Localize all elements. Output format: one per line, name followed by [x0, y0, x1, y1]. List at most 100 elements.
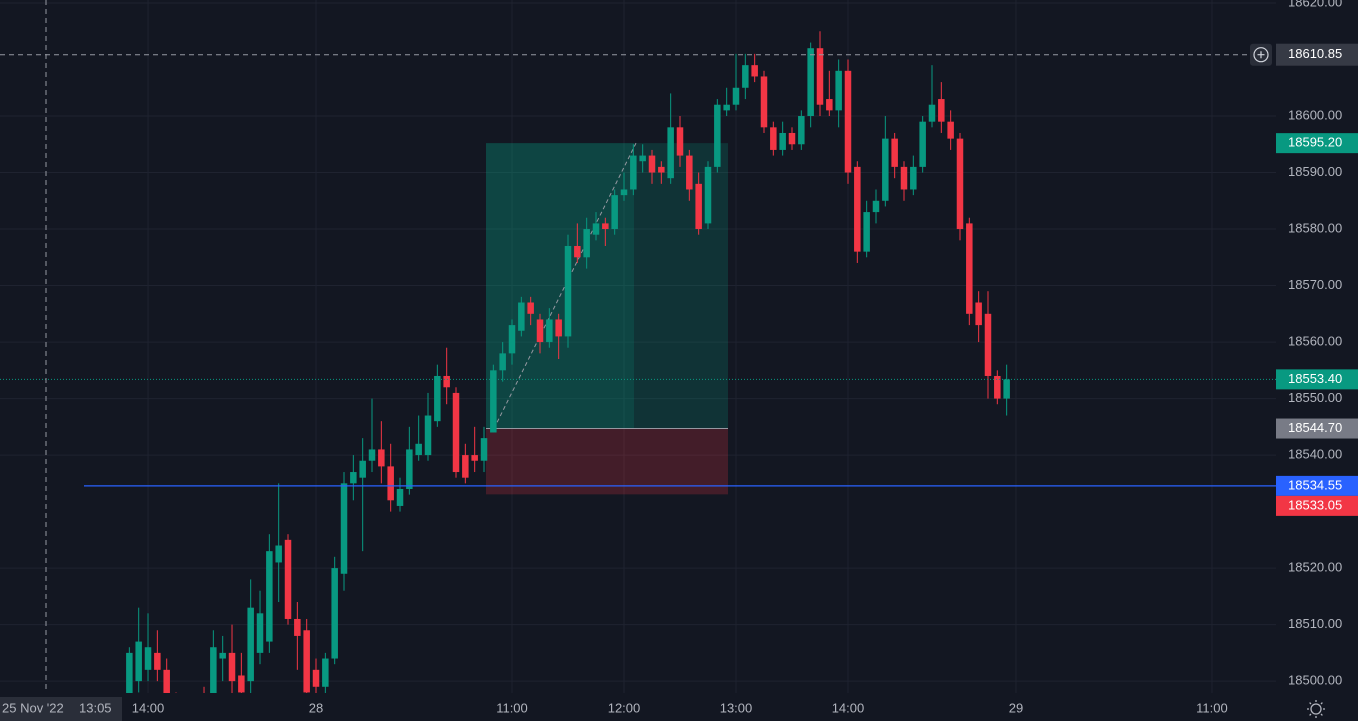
candle-body: [331, 568, 338, 659]
crosshair-time-box: [0, 697, 122, 721]
x-tick-label: 29: [1009, 700, 1023, 715]
candle-body: [126, 652, 133, 693]
candle-body: [956, 138, 964, 230]
candle-body: [695, 183, 702, 230]
price-label-box: [1276, 369, 1358, 390]
profit-zone: [486, 143, 728, 429]
y-tick-label: 18540.00: [1288, 447, 1342, 462]
candle-body: [900, 166, 908, 190]
candle-body: [770, 127, 777, 150]
candle-body: [564, 245, 572, 337]
profit-zone-filled: [486, 143, 634, 429]
candle-body: [863, 212, 870, 252]
candle-body: [648, 155, 656, 173]
button-circle: [1253, 47, 1269, 63]
candle-body: [266, 551, 273, 642]
candle-body: [527, 302, 534, 314]
candle-body: [322, 658, 329, 687]
candle-body: [312, 669, 320, 687]
candle-body: [891, 138, 898, 167]
y-tick-label: 18520.00: [1288, 560, 1342, 575]
candle-body: [275, 545, 282, 563]
price-label: 18553.40: [1288, 371, 1342, 386]
candle-body: [975, 302, 982, 326]
candle-body: [518, 302, 525, 331]
candle-body: [452, 392, 460, 473]
candle-body: [284, 539, 292, 619]
candle-body: [835, 70, 842, 111]
y-tick-label: 18560.00: [1288, 334, 1342, 349]
x-tick-label: 11:00: [1196, 700, 1228, 715]
candle-body: [555, 319, 562, 337]
candle-body: [546, 319, 553, 343]
candle-body: [406, 449, 413, 489]
candle-body: [872, 200, 880, 213]
axes: 18620.00 18600.00 18590.00 18580.00 18570.00…: [132, 0, 1358, 715]
candle-body: [592, 223, 600, 235]
y-tick-label: 18510.00: [1288, 616, 1342, 631]
candle-body: [723, 104, 730, 111]
candle-body: [798, 116, 805, 145]
candle-body: [732, 87, 740, 105]
candle-body: [639, 155, 646, 162]
y-tick-label: 18550.00: [1288, 390, 1342, 405]
candle-body: [294, 618, 301, 636]
candle-body: [574, 245, 581, 258]
crosshair-price-box: [1276, 43, 1358, 66]
candle-body: [910, 166, 917, 190]
candle-body: [228, 652, 236, 682]
candle-body: [994, 375, 1001, 399]
candle-body: [676, 127, 684, 156]
candle-body: [490, 370, 497, 433]
x-tick-label: 14:00: [832, 700, 865, 715]
candle-body: [350, 472, 357, 484]
candle-body: [508, 325, 516, 354]
y-tick-label: 18600.00: [1288, 107, 1342, 122]
crosshair-price-label: 18610.85: [1288, 46, 1342, 61]
candle-body: [947, 121, 954, 139]
candle-body: [714, 104, 721, 167]
candle-body: [760, 76, 768, 128]
add-alert-button[interactable]: [1250, 43, 1272, 66]
candle-body: [303, 630, 310, 693]
price-label-box: [1276, 418, 1358, 439]
settings-icon[interactable]: [1307, 700, 1325, 718]
candle-body: [415, 443, 422, 456]
candle-body: [499, 353, 506, 371]
y-tick-label: 18500.00: [1288, 673, 1342, 688]
x-tick-label: 28: [309, 700, 323, 715]
loss-zone: [486, 428, 728, 495]
candle-body: [854, 166, 861, 252]
candle-body: [163, 669, 170, 693]
price-label-box: [1276, 475, 1358, 496]
candle-body: [340, 483, 348, 574]
candle-body: [919, 121, 926, 167]
candle-body: [984, 313, 992, 376]
candle-body: [928, 104, 936, 122]
candle-body: [788, 132, 796, 145]
candle-body: [462, 455, 469, 478]
drawings: [486, 142, 728, 495]
x-tick-label: 11:00: [496, 700, 528, 715]
price-label-box: [1276, 495, 1358, 516]
candle-body: [751, 65, 758, 77]
candle-body: [135, 641, 142, 682]
grid: [0, 0, 1276, 693]
y-tick-label: 18580.00: [1288, 220, 1342, 235]
candle-body: [583, 229, 590, 258]
candle-body: [938, 99, 945, 122]
candle-body: [238, 675, 245, 693]
candle-body: [602, 223, 609, 230]
crosshair-date-label: 25 Nov '22: [2, 700, 64, 715]
candle-body: [630, 155, 637, 190]
candle-body: [844, 70, 852, 173]
x-tick-label: 13:00: [720, 700, 753, 715]
candle-body: [144, 647, 152, 670]
candle-body: [536, 319, 544, 343]
button-plus: [1257, 51, 1265, 59]
y-tick-label: 18590.00: [1288, 164, 1342, 179]
candle-body: [256, 613, 264, 653]
